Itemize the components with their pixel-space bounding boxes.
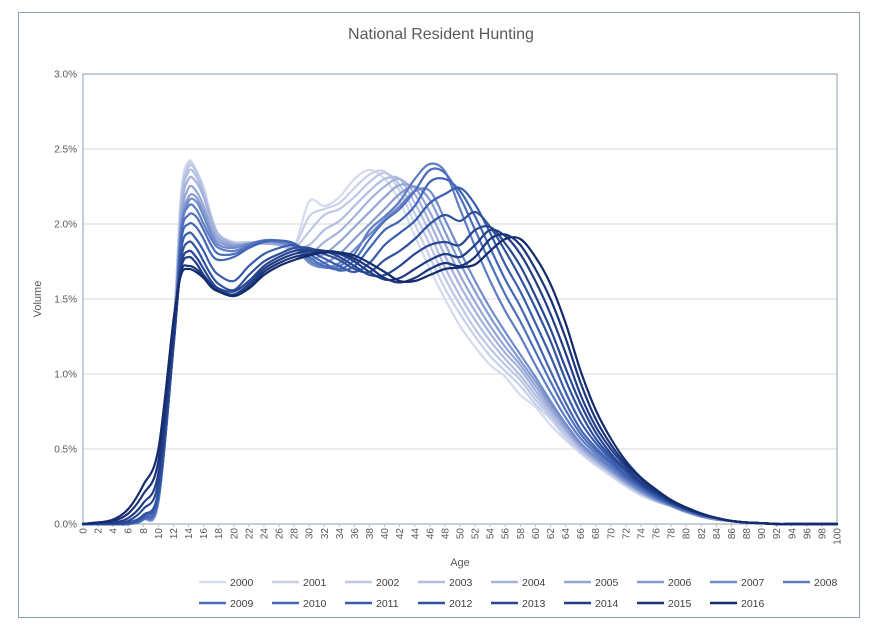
x-tick-label: 82	[697, 528, 708, 540]
chart-title: National Resident Hunting	[348, 26, 534, 43]
x-axis-label: Age	[450, 557, 470, 569]
series-line-2000	[81, 159, 839, 526]
x-tick-label: 42	[395, 528, 406, 540]
x-tick-label: 80	[682, 528, 693, 540]
x-tick-label: 34	[335, 528, 346, 540]
legend-label-2004: 2004	[522, 577, 546, 589]
series-line-2011	[81, 186, 839, 526]
series-line-2004	[81, 175, 839, 526]
legend-label-2010: 2010	[303, 598, 327, 610]
y-tick-label: 3.0%	[54, 70, 77, 81]
legend-label-2016: 2016	[741, 598, 765, 610]
y-axis-label: Volume	[32, 281, 44, 318]
legend-label-2006: 2006	[668, 577, 692, 589]
legend-label-2002: 2002	[376, 577, 400, 589]
series-line-2006	[81, 185, 839, 526]
x-tick-label: 72	[621, 528, 632, 540]
y-tick-label: 2.5%	[54, 145, 77, 156]
x-tick-label: 68	[591, 528, 602, 540]
legend-label-2012: 2012	[449, 598, 473, 610]
x-tick-label: 90	[757, 528, 768, 540]
x-tick-label: 50	[456, 528, 467, 540]
x-tick-label: 30	[305, 528, 316, 540]
x-axis-ticks: 0 2 4 6 8 10 12 14 16 18 20 22 24 26 28 30 32 34 36 38 40 42 4…	[79, 524, 844, 545]
x-tick-label: 24	[259, 528, 270, 540]
x-tick-label: 54	[486, 528, 497, 540]
x-tick-label: 32	[320, 528, 331, 540]
x-tick-label: 56	[501, 528, 512, 540]
legend-label-2014: 2014	[595, 598, 619, 610]
x-tick-label: 94	[787, 528, 798, 540]
x-tick-label: 78	[667, 528, 678, 540]
y-tick-label: 0.5%	[54, 445, 77, 456]
x-tick-label: 26	[275, 528, 286, 540]
chart-frame: National Resident Hunting 0.0% 0.5% 1.0% 1.…	[18, 12, 860, 618]
legend-label-2009: 2009	[230, 598, 254, 610]
x-tick-label: 40	[380, 528, 391, 540]
x-tick-label: 74	[636, 528, 647, 540]
x-tick-label: 6	[124, 528, 135, 534]
x-tick-label: 44	[410, 528, 421, 540]
x-tick-label: 22	[244, 528, 255, 540]
x-tick-label: 98	[817, 528, 828, 540]
x-tick-label: 70	[606, 528, 617, 540]
x-tick-label: 10	[154, 528, 165, 540]
x-tick-label: 62	[546, 528, 557, 540]
x-tick-label: 38	[365, 528, 376, 540]
y-tick-label: 1.0%	[54, 370, 77, 381]
x-tick-label: 66	[576, 528, 587, 540]
series-line-2002	[81, 163, 839, 526]
series-line-2010	[81, 177, 839, 526]
x-tick-label: 14	[184, 528, 195, 540]
legend-label-2008: 2008	[814, 577, 838, 589]
x-tick-label: 58	[516, 528, 527, 540]
x-tick-label: 88	[742, 528, 753, 540]
series-line-2005	[81, 183, 839, 526]
chart-svg: National Resident Hunting 0.0% 0.5% 1.0% 1.…	[32, 26, 844, 610]
series-lines	[81, 159, 839, 526]
x-tick-label: 28	[290, 528, 301, 540]
y-tick-label: 2.0%	[54, 220, 77, 231]
legend-label-2013: 2013	[522, 598, 546, 610]
x-tick-label: 12	[169, 528, 180, 540]
legend-label-2007: 2007	[741, 577, 765, 589]
x-tick-label: 18	[214, 528, 225, 540]
x-tick-label: 0	[79, 528, 90, 534]
x-tick-label: 60	[531, 528, 542, 540]
legend: 2000 2001 2002 2003 2004 2005 2006 2007 2008 2009…	[199, 577, 838, 610]
x-tick-label: 4	[109, 528, 120, 534]
y-axis-ticks: 0.0% 0.5% 1.0% 1.5% 2.0% 2.5% 3.0%	[54, 70, 77, 531]
x-tick-label: 100	[833, 528, 844, 545]
x-tick-label: 96	[802, 528, 813, 540]
x-tick-label: 48	[440, 528, 451, 540]
legend-label-2000: 2000	[230, 577, 254, 589]
x-tick-label: 86	[727, 528, 738, 540]
x-tick-label: 2	[94, 528, 105, 534]
x-tick-label: 36	[350, 528, 361, 540]
gridlines	[83, 73, 837, 525]
legend-label-2003: 2003	[449, 577, 473, 589]
x-tick-label: 46	[425, 528, 436, 540]
series-line-2007	[81, 187, 839, 526]
legend-label-2011: 2011	[376, 598, 399, 610]
series-line-2015	[81, 233, 839, 526]
x-tick-label: 76	[652, 528, 663, 540]
x-tick-label: 92	[772, 528, 783, 540]
series-line-2013	[81, 224, 839, 526]
legend-label-2001: 2001	[303, 577, 327, 589]
series-line-2016	[81, 236, 839, 526]
legend-label-2015: 2015	[668, 598, 692, 610]
x-tick-label: 64	[561, 528, 572, 540]
legend-label-2005: 2005	[595, 577, 619, 589]
x-tick-label: 84	[712, 528, 723, 540]
y-tick-label: 1.5%	[54, 295, 77, 306]
x-tick-label: 52	[471, 528, 482, 540]
x-tick-label: 20	[229, 528, 240, 540]
x-tick-label: 16	[199, 528, 210, 540]
y-tick-label: 0.0%	[54, 520, 77, 531]
series-line-2003	[81, 168, 839, 526]
x-tick-label: 8	[139, 528, 150, 534]
